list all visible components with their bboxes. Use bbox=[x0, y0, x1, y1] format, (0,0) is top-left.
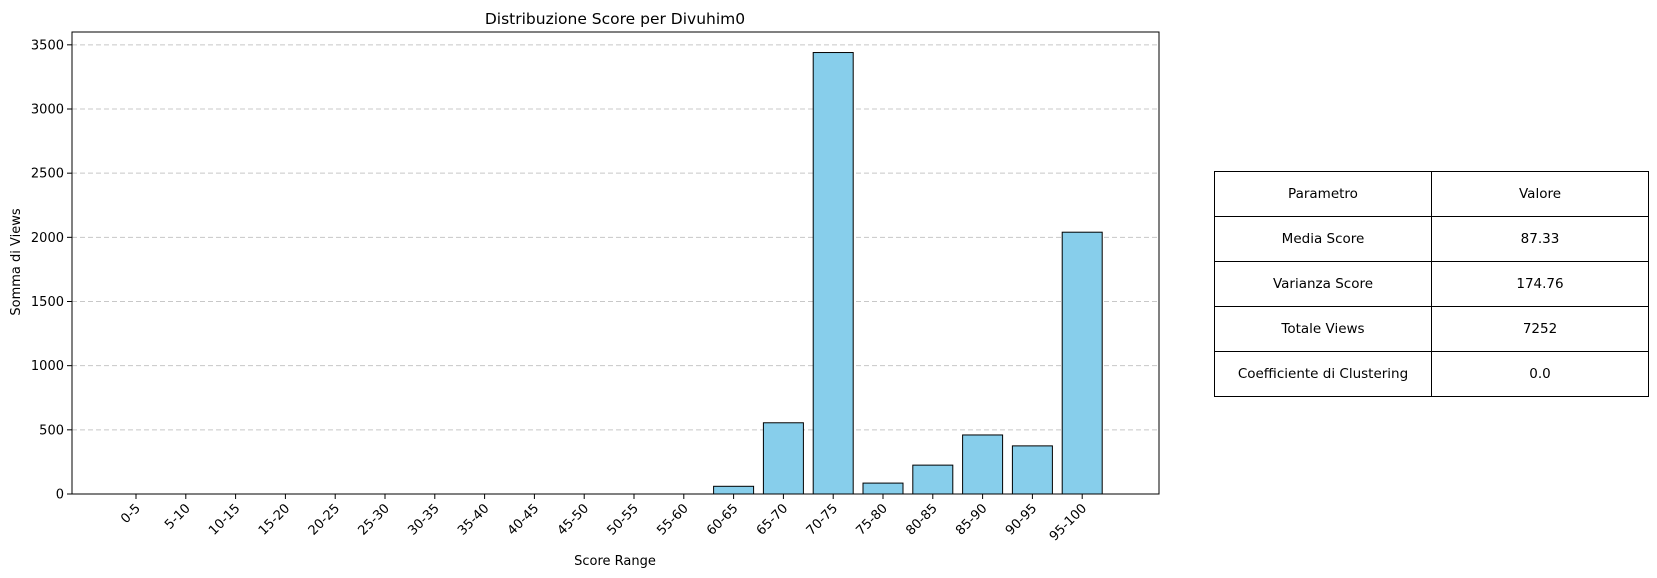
table-cell-value: 174.76 bbox=[1431, 261, 1649, 307]
table-header-row: Parametro Valore bbox=[1214, 171, 1649, 217]
table-header-cell: Parametro bbox=[1214, 171, 1432, 217]
table-row: Coefficiente di Clustering 0.0 bbox=[1214, 351, 1649, 397]
bars bbox=[713, 52, 1103, 495]
table-row: Varianza Score 174.76 bbox=[1214, 261, 1649, 307]
bar-80-85 bbox=[912, 464, 954, 495]
y-tick-label: 1500 bbox=[31, 295, 64, 310]
y-tick-label: 2000 bbox=[31, 231, 64, 246]
table-cell-parameter: Coefficiente di Clustering bbox=[1214, 351, 1432, 397]
table-row: Media Score 87.33 bbox=[1214, 216, 1649, 262]
x-tick-label: 40-45 bbox=[505, 501, 542, 538]
x-tick-label: 0-5 bbox=[118, 501, 144, 527]
x-tick-label: 60-65 bbox=[704, 501, 741, 538]
x-tick-label: 90-95 bbox=[1003, 501, 1040, 538]
x-tick-label: 70-75 bbox=[804, 501, 841, 538]
x-tick-label: 45-50 bbox=[555, 501, 592, 538]
table-cell-value: 7252 bbox=[1431, 306, 1649, 352]
x-tick-label: 55-60 bbox=[654, 501, 691, 538]
x-tick-label: 10-15 bbox=[206, 501, 243, 538]
table-cell-value: 0.0 bbox=[1431, 351, 1649, 397]
bar-95-100 bbox=[1061, 231, 1103, 495]
x-tick-label: 50-55 bbox=[605, 501, 642, 538]
table-cell-parameter: Media Score bbox=[1214, 216, 1432, 262]
y-tick-label: 500 bbox=[39, 423, 64, 438]
x-tick-label: 95-100 bbox=[1047, 501, 1090, 544]
bar-65-70 bbox=[762, 422, 804, 495]
x-tick-label: 15-20 bbox=[256, 501, 293, 538]
y-tick-label: 3000 bbox=[31, 103, 64, 118]
y-tick-label: 1000 bbox=[31, 359, 64, 374]
bar-70-75 bbox=[812, 52, 854, 495]
y-axis-ticks: 0 500 1000 1500 2000 2500 3000 3500 bbox=[31, 38, 72, 503]
x-tick-label: 20-25 bbox=[306, 501, 343, 538]
y-axis-label: Somma di Views bbox=[9, 208, 24, 315]
bar-85-90 bbox=[962, 434, 1004, 495]
x-tick-label: 5-10 bbox=[162, 501, 193, 532]
x-axis-label: Score Range bbox=[574, 554, 656, 569]
x-tick-label: 35-40 bbox=[455, 501, 492, 538]
y-tick-label: 2500 bbox=[31, 167, 64, 182]
stats-table: Parametro Valore Media Score 87.33 Varia… bbox=[1214, 171, 1649, 397]
x-tick-label: 65-70 bbox=[754, 501, 791, 538]
table-cell-parameter: Varianza Score bbox=[1214, 261, 1432, 307]
bar-90-95 bbox=[1011, 445, 1053, 495]
table-cell-value: 87.33 bbox=[1431, 216, 1649, 262]
x-axis-ticks: 0-5 5-10 10-15 15-20 20-25 25-30 30-35 35-40 40-… bbox=[118, 494, 1090, 544]
bar-75-80 bbox=[862, 482, 904, 495]
x-tick-label: 30-35 bbox=[405, 501, 442, 538]
y-tick-label: 0 bbox=[56, 488, 64, 503]
grid-lines bbox=[72, 44, 1159, 431]
bar-60-65 bbox=[713, 485, 755, 495]
plot-frame bbox=[71, 31, 1160, 495]
x-tick-label: 80-85 bbox=[903, 501, 940, 538]
table-header-cell: Valore bbox=[1431, 171, 1649, 217]
x-tick-label: 75-80 bbox=[854, 501, 891, 538]
table-row: Totale Views 7252 bbox=[1214, 306, 1649, 352]
x-tick-label: 85-90 bbox=[953, 501, 990, 538]
chart-title: Distribuzione Score per Divuhim0 bbox=[485, 10, 745, 28]
x-tick-label: 25-30 bbox=[356, 501, 393, 538]
y-tick-label: 3500 bbox=[31, 38, 64, 53]
table-cell-parameter: Totale Views bbox=[1214, 306, 1432, 352]
